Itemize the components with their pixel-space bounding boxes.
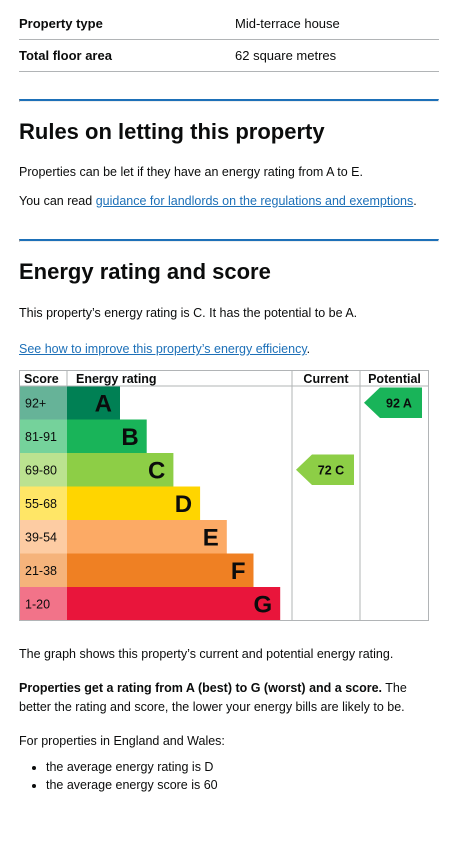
energy-rating-chart: Score Energy rating Current Potential 92+ A 81… [19,370,429,622]
band-letter: C [148,458,165,485]
chart-header-rating: Energy rating [76,372,157,386]
band-score-label: 1-20 [25,598,50,612]
band-letter: D [175,491,192,518]
section-divider [19,99,439,102]
energy-rating-text: This property’s energy rating is C. It h… [19,306,358,321]
band-score-label: 81-91 [25,430,57,444]
improve-text: See how to improve this property’s energ… [19,340,439,358]
summary-row: Total floor area 62 square metres [19,40,439,72]
guidance-prefix: You can read [19,193,96,208]
band-bar-a [67,386,120,420]
guidance-link[interactable]: guidance for landlords on the regulation… [95,193,414,208]
summary-key: Property type [19,16,103,31]
band-bar-d [67,486,201,521]
band-score-label: 92+ [25,397,46,411]
summary-key: Total floor area [19,48,112,63]
band-score-cell [19,419,67,454]
band-score-cell [19,520,67,554]
potential-rating-arrow [364,387,422,419]
band-score-label: 69-80 [25,464,57,478]
rating-explanation-rest: The better the rating and score, the low… [19,681,407,714]
summary-value: Mid-terrace house [235,16,340,31]
band-letter: F [231,558,246,585]
band-bar-g [67,587,281,621]
band-score-cell [19,553,67,588]
improve-suffix: . [306,342,311,357]
band-score-label: 21-38 [25,564,57,578]
band-letter: E [203,525,219,552]
rules-guidance-text: You can read guidance for landlords on t… [19,192,439,210]
averages-intro: For properties in England and Wales: [19,733,225,748]
band-score-cell [19,587,67,621]
rules-heading: Rules on letting this property [19,119,325,144]
summary-row: Property type Mid-terrace house [19,8,439,40]
rating-explanation-bold: Properties get a rating from A (best) to… [19,681,383,696]
rating-explanation: Properties get a rating from A (best) to… [19,679,439,715]
potential-rating-arrow-label: 92 A [386,397,412,411]
improve-link[interactable]: See how to improve this property’s energ… [19,342,307,357]
summary-value: 62 square metres [235,48,337,63]
band-bar-f [67,553,254,588]
list-item: the average energy rating is D [46,758,439,776]
band-bar-e [67,520,227,554]
band-bar-b [67,419,147,454]
graph-note: The graph shows this property’s current … [19,647,394,662]
band-letter: A [95,391,112,418]
rules-text: Properties can be let if they have an en… [19,165,363,180]
band-score-cell [19,453,67,487]
chart-header-potential: Potential [368,372,421,386]
band-score-cell [19,386,67,420]
section-divider [19,238,439,242]
list-item: the average energy score is 60 [46,776,439,794]
band-letter: G [254,592,273,619]
band-letter: B [121,424,138,451]
band-score-cell [19,486,67,521]
band-score-label: 55-68 [25,497,57,511]
chart-header-score: Score [24,372,59,386]
current-rating-arrow-label: 72 C [318,464,344,478]
chart-header-current: Current [303,372,349,386]
current-rating-arrow [296,454,354,486]
averages-list: the average energy rating is D the avera… [19,758,439,794]
band-score-label: 39-54 [25,531,57,545]
band-bar-c [67,453,174,487]
guidance-suffix: . [413,193,417,208]
energy-heading: Energy rating and score [19,258,271,284]
